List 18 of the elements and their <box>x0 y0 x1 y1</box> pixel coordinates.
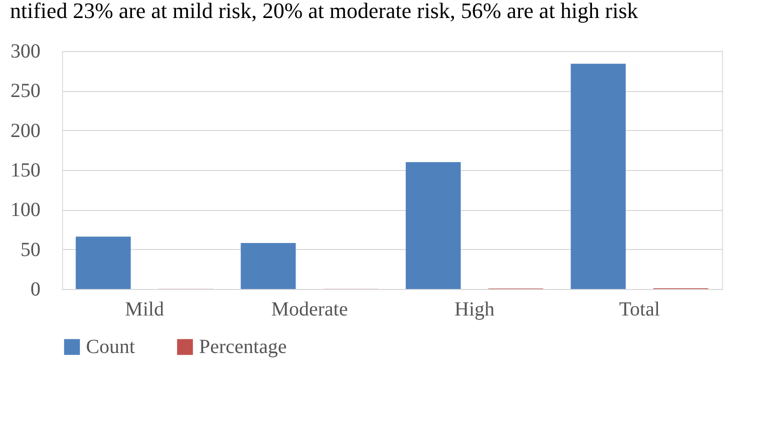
y-tick-label: 150 <box>10 160 40 182</box>
text: ntified 23% are at mild risk, 20% at moderate risk, 56% are at high risk <box>10 0 638 23</box>
x-tick-label: Total <box>619 298 660 320</box>
bar <box>76 236 131 289</box>
y-tick-label: 50 <box>20 238 40 261</box>
y-tick-label: 250 <box>10 80 40 102</box>
legend-label: Percentage <box>199 336 287 358</box>
x-tick-label: Moderate <box>271 298 348 320</box>
y-tick-label: 300 <box>10 40 40 62</box>
bar <box>406 162 461 289</box>
legend-label: Count <box>86 336 136 358</box>
bar <box>570 64 626 289</box>
x-tick-label: High <box>454 298 494 320</box>
y-tick-label: 100 <box>10 199 40 222</box>
y-tick-label: 0 <box>30 278 40 300</box>
bar <box>240 242 296 289</box>
x-tick-label: Mild <box>125 298 164 320</box>
y-tick-label: 200 <box>10 120 40 142</box>
